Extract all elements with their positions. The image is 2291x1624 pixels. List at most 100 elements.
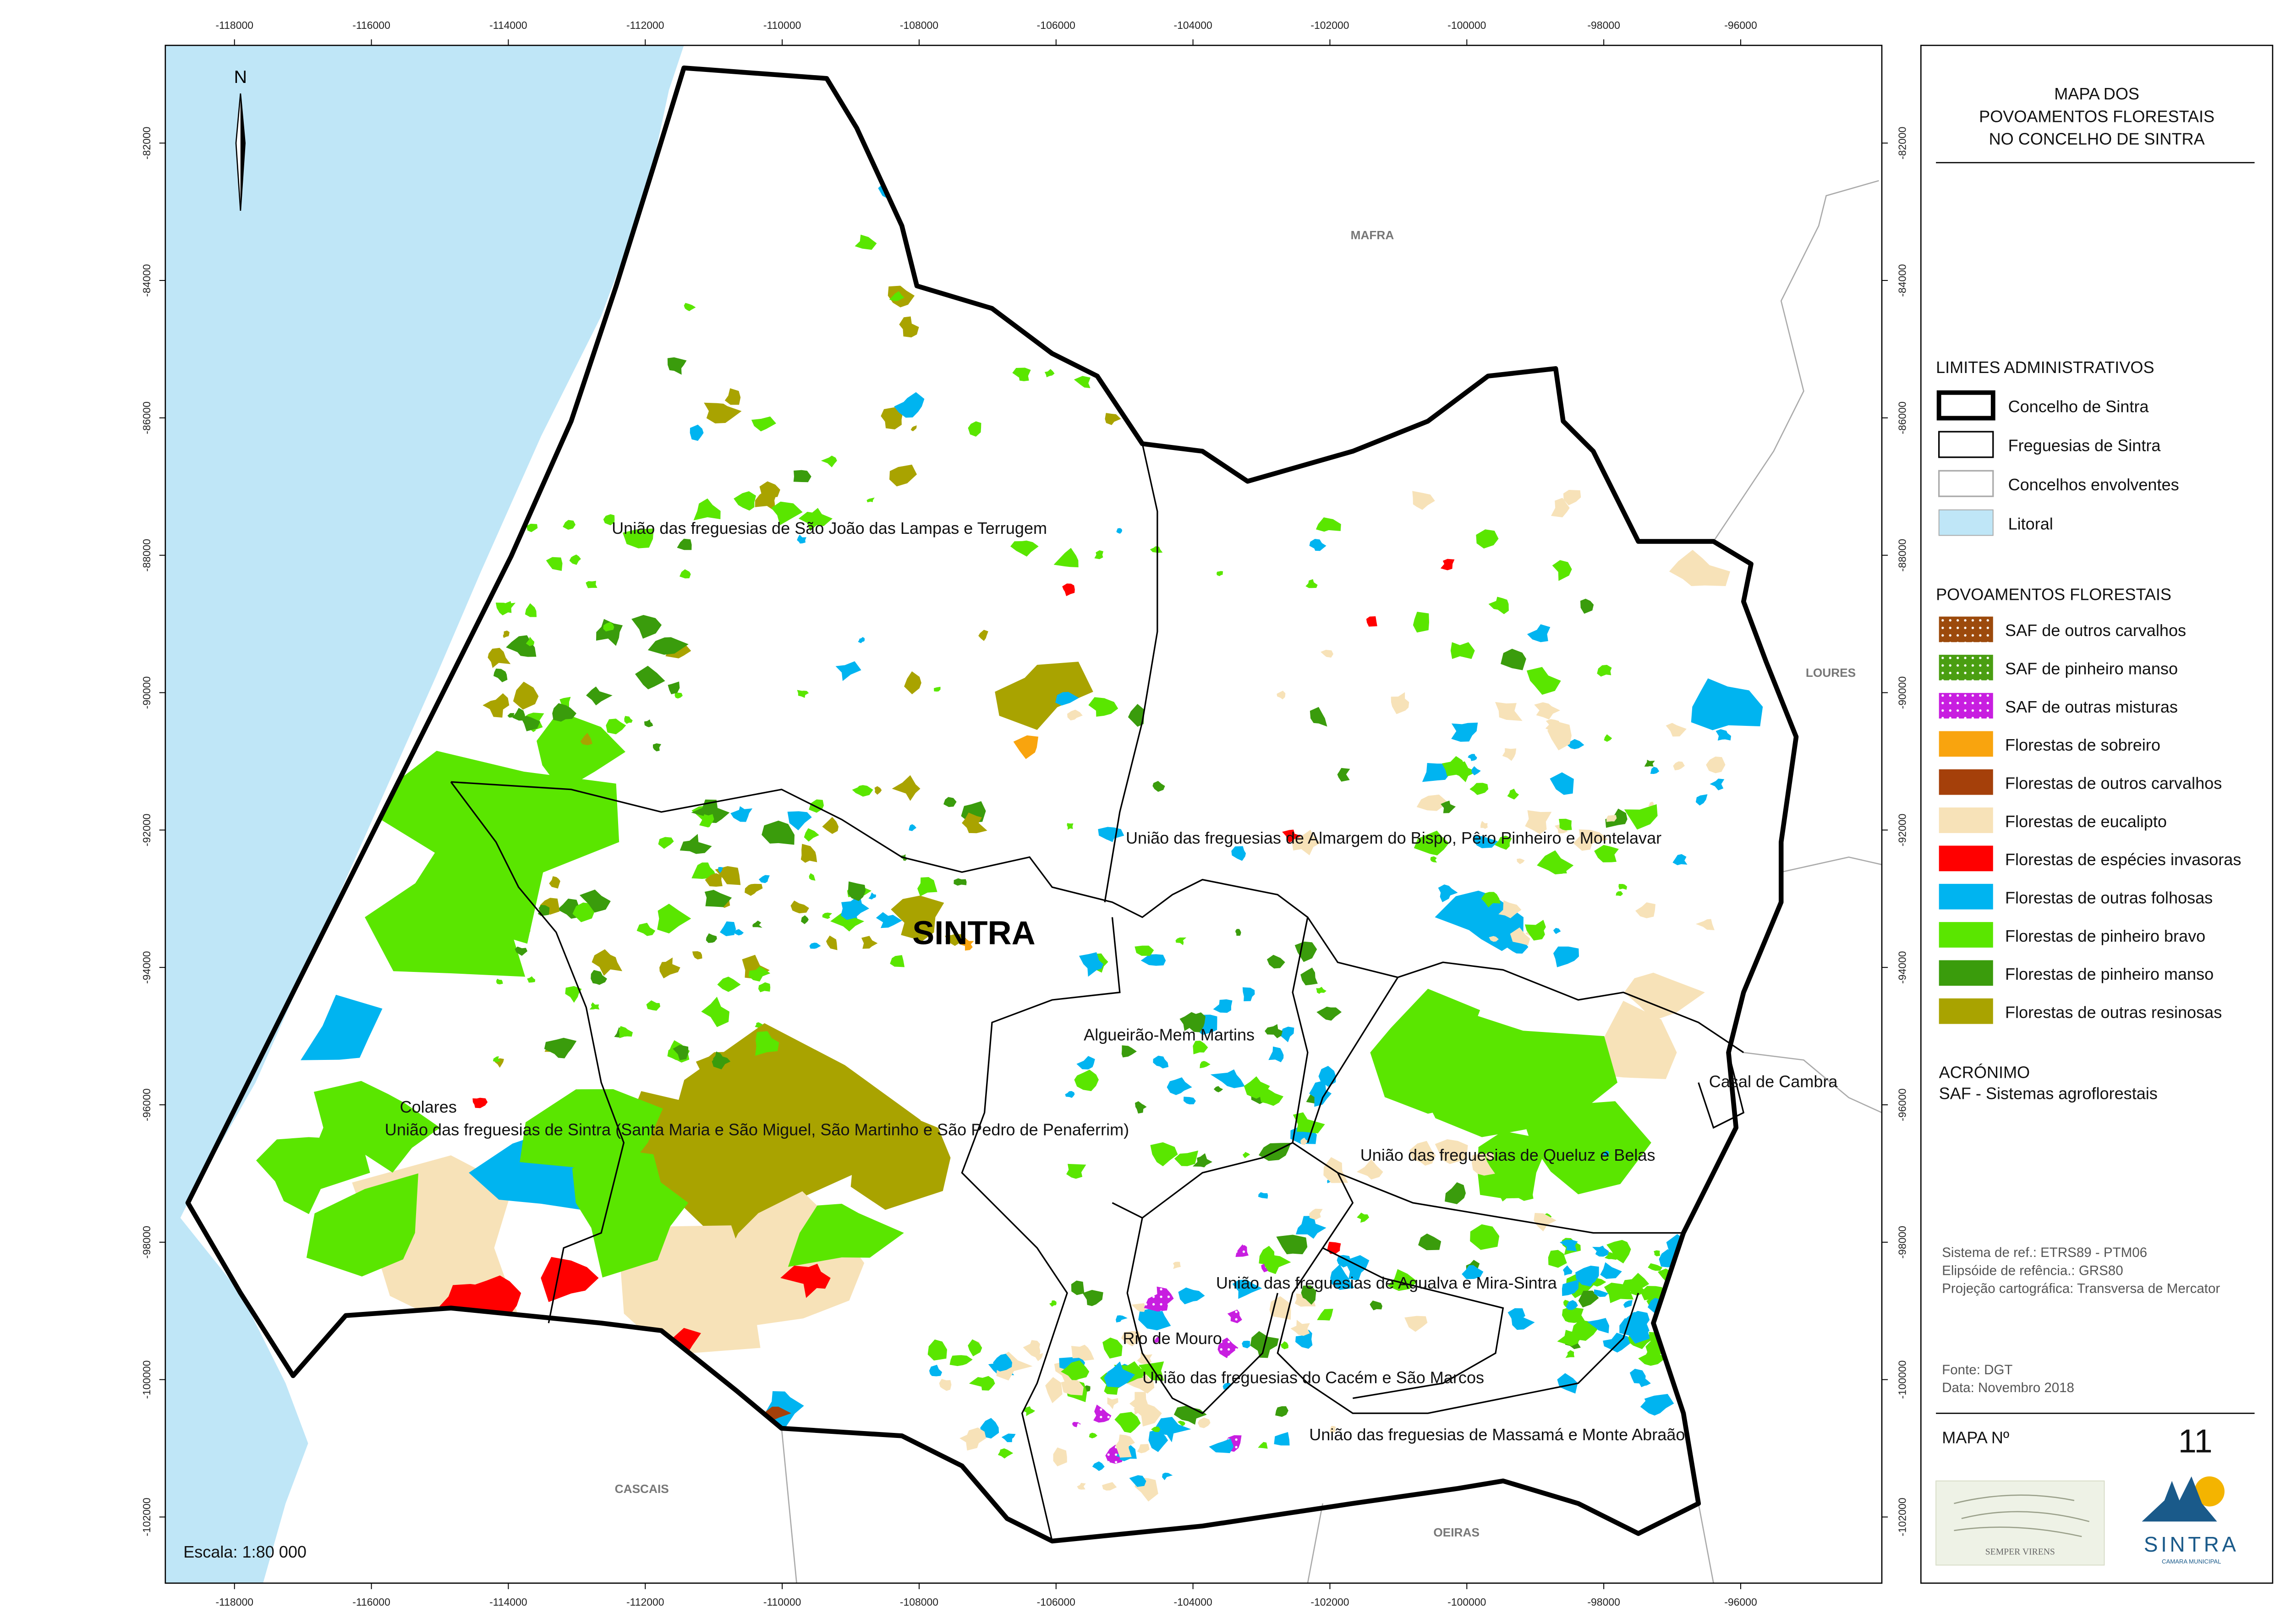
forest-patch	[1412, 491, 1435, 510]
forest-patch	[1244, 1076, 1270, 1099]
forest-patch	[906, 899, 921, 911]
y-tick-label: -82000	[141, 126, 153, 159]
map-area	[165, 45, 1882, 1583]
legend-label: Florestas de pinheiro manso	[2005, 965, 2214, 983]
forest-patch	[962, 812, 987, 834]
parish-boundary	[1307, 977, 1684, 1234]
forest-patch	[704, 889, 732, 907]
forest-patch	[1370, 988, 1493, 1114]
forest-patch	[1293, 1112, 1325, 1134]
forest-patch	[787, 811, 812, 831]
forest-patch	[624, 716, 633, 724]
forest-patch	[306, 1173, 418, 1277]
forest-patch	[1672, 854, 1688, 866]
forest-patch	[527, 976, 536, 983]
forest-patch	[1167, 1077, 1192, 1095]
forest-patch	[719, 921, 736, 936]
forest-patch	[1597, 1001, 1677, 1079]
forest-patch	[748, 966, 771, 982]
forest-patch	[1121, 1331, 1142, 1347]
legend-swatch	[1939, 845, 1993, 872]
neighbor-boundary	[1743, 1052, 1882, 1114]
forest-patch	[968, 1339, 982, 1356]
forest-patch	[1301, 1285, 1316, 1305]
forest-patch	[526, 523, 538, 532]
forest-patch	[668, 681, 680, 695]
forest-patch	[899, 316, 919, 338]
forest-patch	[1079, 952, 1104, 977]
forest-patch	[1695, 919, 1715, 930]
forest-patch	[894, 392, 925, 418]
forest-patch	[1235, 929, 1241, 936]
neighbor-boundary	[1713, 180, 1879, 542]
forest-patch	[684, 302, 696, 311]
admin-legend: Concelho de Sintra Freguesias de Sintra Co…	[1936, 390, 2179, 536]
neighbor-label: LOURES	[1806, 666, 1856, 680]
forest-patch	[1404, 1316, 1428, 1332]
forest-patch	[1391, 692, 1409, 714]
forest-patch	[1275, 1406, 1288, 1417]
forest-patch	[804, 828, 819, 842]
title-line: POVOAMENTOS FLORESTAIS	[1979, 107, 2214, 126]
forest-patch	[1074, 376, 1091, 388]
forest-patch	[692, 951, 702, 960]
forest-patch	[1258, 1192, 1268, 1199]
forest-patch	[1116, 528, 1123, 534]
reference: Elipsóide de refência.: GRS80	[1942, 1263, 2123, 1278]
forest-patch	[1604, 1283, 1634, 1303]
x-tick-label: -100000	[1447, 1596, 1486, 1608]
forest-patch	[579, 889, 611, 913]
forest-patch	[1629, 1286, 1645, 1296]
forest-patch	[959, 938, 974, 951]
forest-patch	[1517, 858, 1525, 864]
forest-patch	[1650, 767, 1660, 774]
legend-label: Litoral	[2008, 514, 2053, 533]
legend-swatch	[1939, 883, 1993, 910]
forest-patch	[701, 997, 729, 1027]
forest-patch	[1107, 1397, 1118, 1410]
forest-patch	[493, 1056, 501, 1062]
forest-patch	[1495, 702, 1523, 721]
forest-patch	[852, 785, 873, 797]
forest-patch	[998, 1448, 1014, 1459]
forest-patch	[647, 637, 689, 655]
forest-patch	[1644, 759, 1655, 767]
forest-patch	[917, 877, 937, 897]
legend-label: Florestas de sobreiro	[2005, 735, 2160, 754]
y-tick-label: -88000	[1896, 539, 1908, 571]
forest-patch	[1451, 722, 1478, 742]
forest-patch	[1128, 704, 1145, 727]
forest-patch	[1217, 571, 1223, 576]
forest-patch	[929, 1365, 943, 1377]
forest-patch	[1370, 1300, 1382, 1311]
forest-patch	[904, 671, 921, 695]
forest-patch	[939, 1379, 952, 1391]
title-line: MAPA DOS	[2054, 84, 2139, 103]
source: Fonte: DGT	[1942, 1362, 2012, 1377]
forest-patch	[1013, 735, 1039, 759]
x-tick-label: -116000	[352, 19, 390, 31]
forest-patch	[909, 824, 917, 831]
forest-patch	[699, 814, 714, 828]
forest-patch	[507, 713, 515, 718]
legend-label: Concelho de Sintra	[2008, 397, 2149, 416]
forest-patch	[636, 922, 656, 936]
forest-patch	[850, 1107, 951, 1210]
reference: Projeção cartográfica: Transversa de Mer…	[1942, 1281, 2220, 1296]
forest-patch	[1462, 1265, 1484, 1279]
forest-patch	[301, 994, 383, 1060]
north-arrow: N	[234, 67, 247, 211]
forest-patch	[959, 1427, 987, 1451]
forest-patch	[596, 619, 623, 646]
forest-patch	[993, 1354, 1012, 1372]
forest-patch	[1600, 1262, 1622, 1279]
forest-patch	[1197, 1417, 1211, 1428]
forest-patch	[1315, 517, 1341, 532]
forest-patch	[718, 867, 723, 873]
forest-patch	[1183, 1097, 1196, 1105]
forest-patch	[1575, 1266, 1599, 1287]
forest-patch	[658, 837, 674, 849]
forest-patch	[1153, 1417, 1191, 1443]
forest-patch	[1422, 763, 1452, 782]
